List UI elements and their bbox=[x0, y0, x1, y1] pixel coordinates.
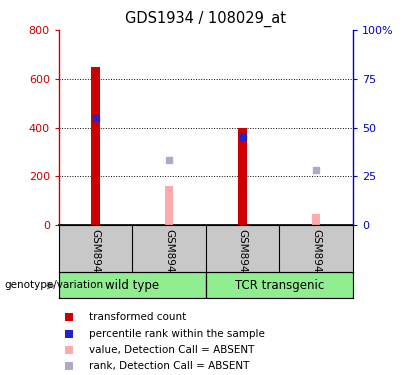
Point bbox=[66, 314, 73, 320]
Point bbox=[66, 331, 73, 337]
Point bbox=[66, 363, 73, 369]
Bar bbox=[165, 186, 173, 225]
Point bbox=[312, 167, 320, 173]
Text: value, Detection Call = ABSENT: value, Detection Call = ABSENT bbox=[89, 345, 254, 355]
Text: genotype/variation: genotype/variation bbox=[4, 280, 103, 290]
Text: TCR transgenic: TCR transgenic bbox=[235, 279, 324, 291]
Point bbox=[166, 158, 173, 164]
Bar bbox=[91, 67, 100, 225]
Bar bbox=[312, 214, 320, 225]
Bar bbox=[238, 128, 247, 225]
Text: GSM89493: GSM89493 bbox=[91, 229, 100, 285]
Title: GDS1934 / 108029_at: GDS1934 / 108029_at bbox=[125, 11, 286, 27]
Point bbox=[66, 346, 73, 352]
Text: GSM89494: GSM89494 bbox=[164, 229, 174, 285]
Text: GSM89496: GSM89496 bbox=[311, 229, 321, 285]
Point bbox=[92, 115, 99, 121]
Bar bbox=[59, 272, 206, 298]
Text: percentile rank within the sample: percentile rank within the sample bbox=[89, 329, 265, 339]
Text: transformed count: transformed count bbox=[89, 312, 186, 322]
Text: wild type: wild type bbox=[105, 279, 159, 291]
Text: rank, Detection Call = ABSENT: rank, Detection Call = ABSENT bbox=[89, 361, 249, 371]
Point bbox=[239, 134, 246, 140]
Text: GSM89495: GSM89495 bbox=[238, 229, 247, 285]
Bar bbox=[206, 272, 353, 298]
